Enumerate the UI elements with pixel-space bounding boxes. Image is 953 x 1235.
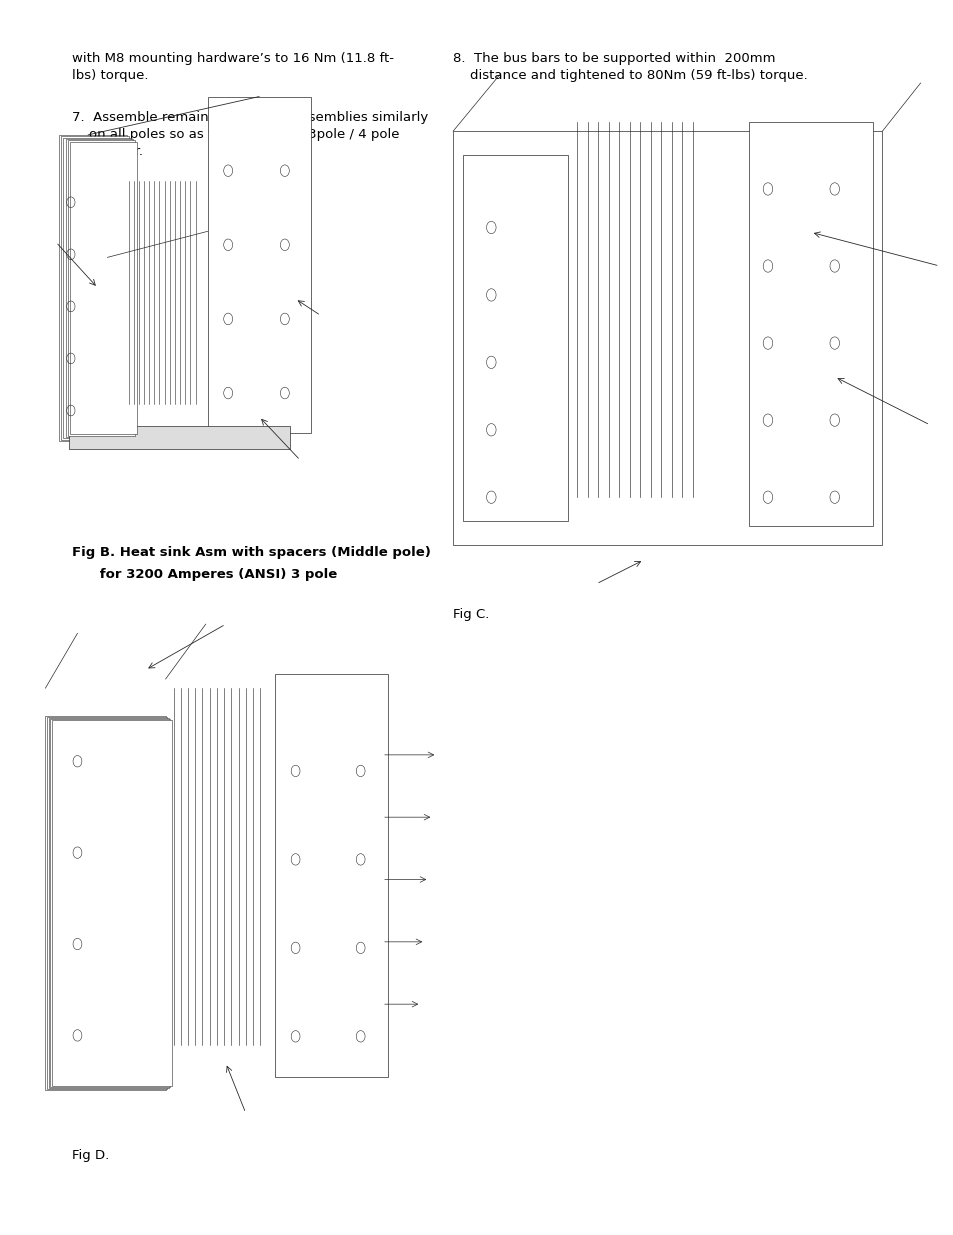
Bar <box>59 135 127 441</box>
Bar <box>748 121 872 526</box>
Bar <box>64 137 131 438</box>
Text: with M8 mounting hardware’s to 16 Nm (11.8 ft-
lbs) torque.: with M8 mounting hardware’s to 16 Nm (11… <box>71 52 394 82</box>
Bar <box>66 138 132 437</box>
Text: for 3200 Amperes (ANSI) 3 pole: for 3200 Amperes (ANSI) 3 pole <box>71 568 336 582</box>
Bar <box>68 141 134 436</box>
Bar <box>51 720 172 1086</box>
Bar <box>275 674 387 1077</box>
Bar <box>49 718 169 1088</box>
Bar <box>462 156 567 521</box>
Bar <box>208 96 311 433</box>
Bar <box>46 715 166 1091</box>
Text: 7.  Assemble remaining terminal assemblies similarly
    on all poles so as to p: 7. Assemble remaining terminal assemblie… <box>71 111 427 158</box>
Text: 8.  The bus bars to be supported within  200mm
    distance and tightened to 80N: 8. The bus bars to be supported within 2… <box>453 52 807 82</box>
Text: Fig D.: Fig D. <box>71 1149 109 1162</box>
Bar <box>69 426 290 448</box>
Bar <box>70 142 137 435</box>
Bar <box>47 716 167 1089</box>
Bar <box>453 131 882 546</box>
Text: Fig B. Heat sink Asm with spacers (Middle pole): Fig B. Heat sink Asm with spacers (Middl… <box>71 546 430 559</box>
Bar <box>61 136 129 440</box>
Bar <box>51 719 171 1087</box>
Text: Fig C.: Fig C. <box>453 608 489 621</box>
